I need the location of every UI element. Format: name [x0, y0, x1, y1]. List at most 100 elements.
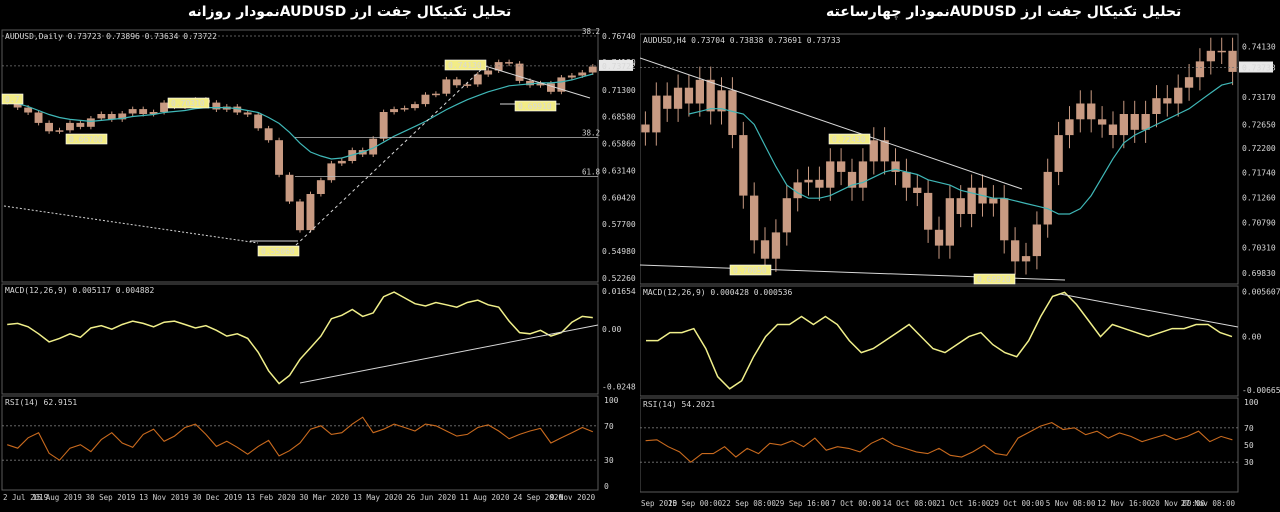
candle-body [1152, 98, 1161, 114]
x-axis-tick: 22 Sep 08:00 [722, 499, 777, 508]
candle-body [160, 102, 168, 112]
candle-body [327, 163, 336, 181]
x-axis-tick: 13 Nov 2019 [139, 493, 189, 502]
candle-body [1108, 124, 1118, 135]
price-axis-tick: 0.71300 [602, 86, 636, 95]
candle-body [107, 114, 116, 120]
x-axis-tick: 13 May 2020 [353, 493, 403, 502]
x-axis-tick: 21 Oct 16:00 [936, 499, 991, 508]
fib-level-label: 38.2 [582, 28, 600, 36]
price-axis-tick: 0.71740 [1242, 168, 1276, 177]
price-level-label-box [828, 133, 871, 145]
candle-body [858, 161, 868, 188]
candle-body [13, 102, 22, 108]
candle-body [793, 182, 802, 199]
candle-body [494, 62, 503, 71]
candle-body [567, 75, 576, 78]
rsi-axis-tick: 30 [604, 456, 614, 465]
daily-chart-svg: 38.2 38.2 61.8 0.76740 0.74130 0.73722 0.71300… [1, 28, 636, 502]
price-axis-tick: 0.73722 [602, 62, 636, 71]
price-level-label-box [973, 273, 1016, 285]
price-level-label-box [167, 97, 210, 109]
candle-body [473, 74, 482, 85]
candle-body [989, 198, 998, 204]
price-level-label: 0.55060 [261, 247, 295, 256]
price-level-label-box [1, 93, 24, 105]
candle-body [847, 171, 857, 188]
candle-body [536, 83, 545, 86]
candle-body [1119, 114, 1128, 136]
price-trendline [295, 65, 486, 246]
candle-body [728, 90, 737, 135]
candle-body [945, 198, 954, 246]
h4-chart-panel: 0.74130 0.73733 0.73170 0.72650 0.72200 0.717… [640, 28, 1280, 512]
pane-frame-0 [1, 29, 599, 283]
x-axis-tick: 24 Sep 2020 [513, 493, 563, 502]
macd-axis-tick: 0.005607 [1242, 288, 1280, 297]
price-trendline [3, 205, 259, 244]
price-axis-tick: 0.71260 [1242, 194, 1276, 203]
candle-body [243, 112, 252, 115]
price-axis-tick: 0.60420 [602, 193, 636, 202]
x-axis-tick: 12 Nov 16:00 [1097, 499, 1152, 508]
daily-chart-panel: 38.2 38.2 61.8 0.76740 0.74130 0.73722 0.71300… [0, 28, 636, 512]
candle-body [1065, 119, 1074, 136]
candle-body [739, 135, 748, 196]
x-axis-tick: 20 Nov 00:00 [1151, 499, 1206, 508]
candle-body [369, 138, 378, 155]
price-level-label-box [729, 264, 772, 276]
rsi-axis-tick: 100 [604, 396, 619, 405]
x-axis-tick: 29 Oct 00:00 [990, 499, 1045, 508]
candle-body [306, 194, 315, 231]
candle-body [400, 108, 409, 110]
candle-body [815, 179, 824, 188]
candle-body [442, 79, 451, 94]
price-level-label-box [444, 59, 487, 71]
price-level-label-box [514, 100, 557, 112]
candle-body [515, 63, 524, 81]
candle-body [750, 195, 759, 241]
candle-body [837, 161, 846, 172]
candle-body [695, 79, 704, 104]
candle-body [902, 171, 911, 188]
candle-body [1043, 171, 1052, 225]
candle-body [826, 161, 835, 188]
price-pane-header: AUDUSD,H4 0.73704 0.73838 0.73691 0.7373… [643, 36, 841, 45]
price-axis-tick: 0.52260 [602, 274, 636, 283]
candle-body [891, 161, 900, 172]
x-axis-tick: 11 Aug 2020 [460, 493, 510, 502]
price-axis-tick: 0.69830 [1242, 269, 1276, 278]
candle-body [1195, 61, 1205, 78]
h4-chart-svg: 0.74130 0.73733 0.73170 0.72650 0.72200 0.717… [640, 33, 1280, 508]
price-axis-tick: 0.65860 [602, 140, 636, 149]
price-trendline [640, 57, 1023, 190]
candle-body [706, 79, 715, 112]
candle-body [463, 84, 472, 86]
left-title: تحلیل تکنیکال جفت ارز AUDUSDنمودار روزان… [188, 4, 512, 20]
price-level-label: 0.74130 [448, 61, 482, 70]
candle-body [1174, 87, 1183, 104]
x-axis-tick: 7 Oct 00:00 [831, 499, 881, 508]
macd-line [646, 291, 1233, 390]
x-axis-tick: 13 Feb 2020 [246, 493, 296, 502]
x-axis-tick: 2 Jul 2019 [3, 493, 48, 502]
pane-frame-1 [1, 283, 599, 395]
x-axis-tick: 5 Nov 08:00 [1046, 499, 1096, 508]
x-axis-tick: 9 Nov 2020 [550, 493, 596, 502]
price-axis-tick: 0.73170 [1242, 93, 1276, 102]
price-axis-tick: 0.72200 [1242, 144, 1276, 153]
macd-trendline [299, 324, 599, 384]
rsi-axis-tick: 0 [604, 482, 609, 491]
candle-body [1184, 77, 1194, 88]
candle-body [55, 130, 64, 132]
price-level-label: 0.70050 [733, 266, 767, 275]
macd-axis-tick: -0.02486 [602, 383, 636, 392]
price-axis-tick: 0.68580 [602, 113, 636, 122]
rsi-axis-tick: 70 [604, 422, 614, 431]
candle-body [880, 140, 889, 162]
x-axis-tick: 14 Oct 08:00 [883, 499, 938, 508]
candle-body [1098, 119, 1107, 125]
price-level-label: 0.70310 [171, 99, 205, 108]
candle-body [1011, 240, 1020, 262]
price-level-label-box [65, 133, 108, 145]
